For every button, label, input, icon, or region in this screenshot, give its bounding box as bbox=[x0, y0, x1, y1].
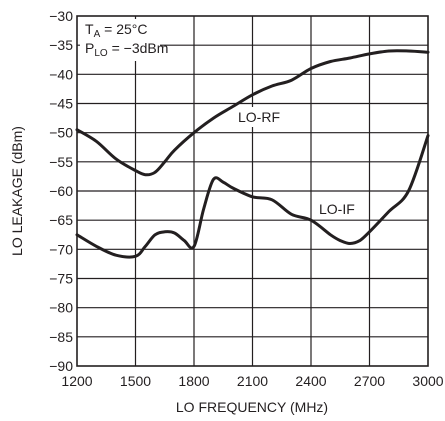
lo-if-label-bg bbox=[317, 199, 361, 219]
y-tick-label: −60 bbox=[49, 183, 73, 199]
y-tick-label: −30 bbox=[49, 8, 73, 24]
series-curves bbox=[75, 49, 430, 259]
y-tick-label: −90 bbox=[49, 358, 73, 374]
plo-condition: PLO = −3dBm bbox=[85, 40, 168, 59]
y-tick-label: −45 bbox=[49, 96, 73, 112]
y-tick-label: −65 bbox=[49, 212, 73, 228]
grid-lines bbox=[77, 16, 428, 366]
x-tick-label: 3000 bbox=[412, 373, 443, 389]
y-tick-label: −55 bbox=[49, 154, 73, 170]
x-tick-label: 1200 bbox=[61, 373, 92, 389]
y-tick-label: −85 bbox=[49, 329, 73, 345]
ta-condition: TA = 25°C bbox=[85, 21, 147, 40]
x-tick-label: 2400 bbox=[295, 373, 326, 389]
conditions-annotation: TA = 25°C PLO = −3dBm bbox=[80, 19, 168, 61]
lo-rf-label-bg bbox=[236, 107, 288, 127]
y-tick-label: −40 bbox=[49, 66, 73, 82]
series-label-lo-rf: LO-RF bbox=[238, 109, 280, 125]
y-tick-label: −80 bbox=[49, 300, 73, 316]
y-axis-title: LO LEAKAGE (dBm) bbox=[9, 126, 25, 256]
series-line-lo-rf bbox=[75, 49, 430, 177]
x-tick-label: 1500 bbox=[120, 373, 151, 389]
x-tick-label: 2700 bbox=[354, 373, 385, 389]
y-tick-label: −35 bbox=[49, 37, 73, 53]
plot-frame bbox=[76, 15, 429, 367]
x-tick-label: 2100 bbox=[237, 373, 268, 389]
series-line-lo-if bbox=[75, 134, 430, 259]
y-tick-labels: −30 −35 −40 −45 −50 −55 −60 −65 −70 −75 −80 −85 −90 bbox=[49, 8, 73, 374]
x-axis-title: LO FREQUENCY (MHz) bbox=[176, 399, 328, 415]
x-tick-labels: 1200 1500 1800 2100 2400 2700 3000 bbox=[61, 373, 443, 389]
x-tick-label: 1800 bbox=[178, 373, 209, 389]
y-tick-label: −70 bbox=[49, 241, 73, 257]
series-label-lo-if: LO-IF bbox=[319, 201, 355, 217]
conditions-box-bg bbox=[80, 19, 160, 61]
y-tick-label: −50 bbox=[49, 125, 73, 141]
y-tick-label: −75 bbox=[49, 271, 73, 287]
